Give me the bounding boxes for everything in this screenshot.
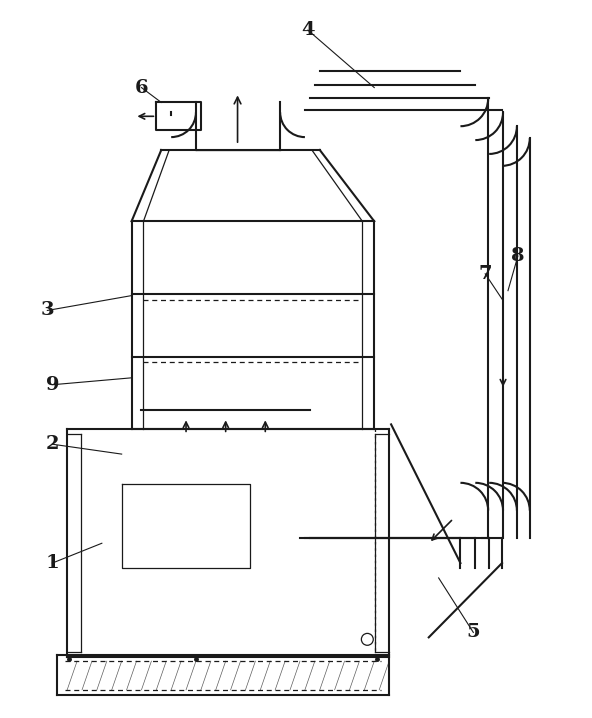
Text: 4: 4 bbox=[301, 21, 314, 39]
Text: 3: 3 bbox=[40, 302, 54, 320]
Text: 5: 5 bbox=[466, 623, 480, 641]
Text: 7: 7 bbox=[478, 265, 492, 283]
Text: 1: 1 bbox=[46, 554, 59, 572]
Text: 2: 2 bbox=[46, 435, 59, 453]
Text: 6: 6 bbox=[134, 78, 148, 97]
Text: 9: 9 bbox=[46, 376, 59, 393]
Text: 8: 8 bbox=[511, 247, 525, 265]
